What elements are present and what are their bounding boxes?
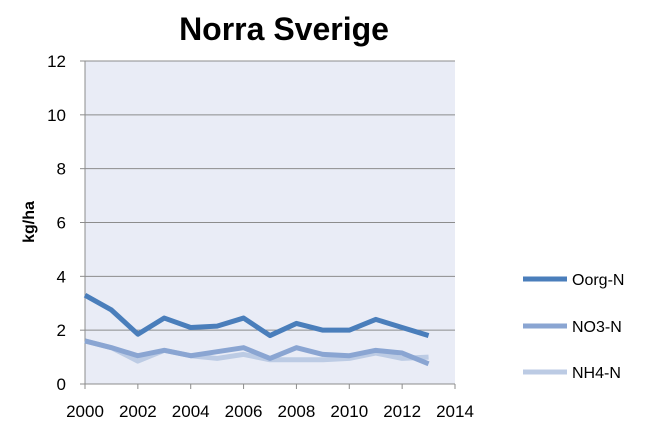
legend: Oorg-N NO3-N NH4-N [523, 272, 624, 382]
legend-label-oorg-n: Oorg-N [572, 272, 624, 289]
axes [80, 60, 456, 389]
y-tick-label: 4 [57, 267, 66, 286]
y-tick-label: 6 [57, 214, 66, 233]
series-line-no3-n [84, 338, 430, 367]
legend-label-nh4-n: NH4-N [572, 365, 621, 382]
x-tick-label: 2008 [278, 402, 316, 421]
chart-title: Norra Sverige [179, 11, 389, 47]
series-lines [83, 292, 430, 367]
series-line-nh4-n [84, 338, 429, 364]
series-line-oorg-n [83, 292, 430, 339]
x-tick-label: 2000 [66, 402, 104, 421]
x-tick-label: 2006 [225, 402, 263, 421]
y-tick-label: 12 [47, 52, 66, 71]
x-tick-label: 2014 [436, 402, 474, 421]
legend-label-no3-n: NO3-N [572, 319, 622, 336]
x-tick-label: 2012 [383, 402, 421, 421]
y-tick-label: 10 [47, 106, 66, 125]
x-tick-label: 2010 [330, 402, 368, 421]
y-tick-label: 2 [57, 321, 66, 340]
y-axis-title: kg/ha [21, 201, 38, 243]
y-tick-label: 8 [57, 160, 66, 179]
y-axis-tick-labels: 0 2 4 6 8 10 12 [47, 52, 66, 394]
x-tick-label: 2002 [119, 402, 157, 421]
x-axis-tick-labels: 2000 2002 2004 2006 2008 2010 2012 2014 [66, 402, 474, 421]
x-tick-label: 2004 [172, 402, 210, 421]
y-tick-label: 0 [57, 375, 66, 394]
